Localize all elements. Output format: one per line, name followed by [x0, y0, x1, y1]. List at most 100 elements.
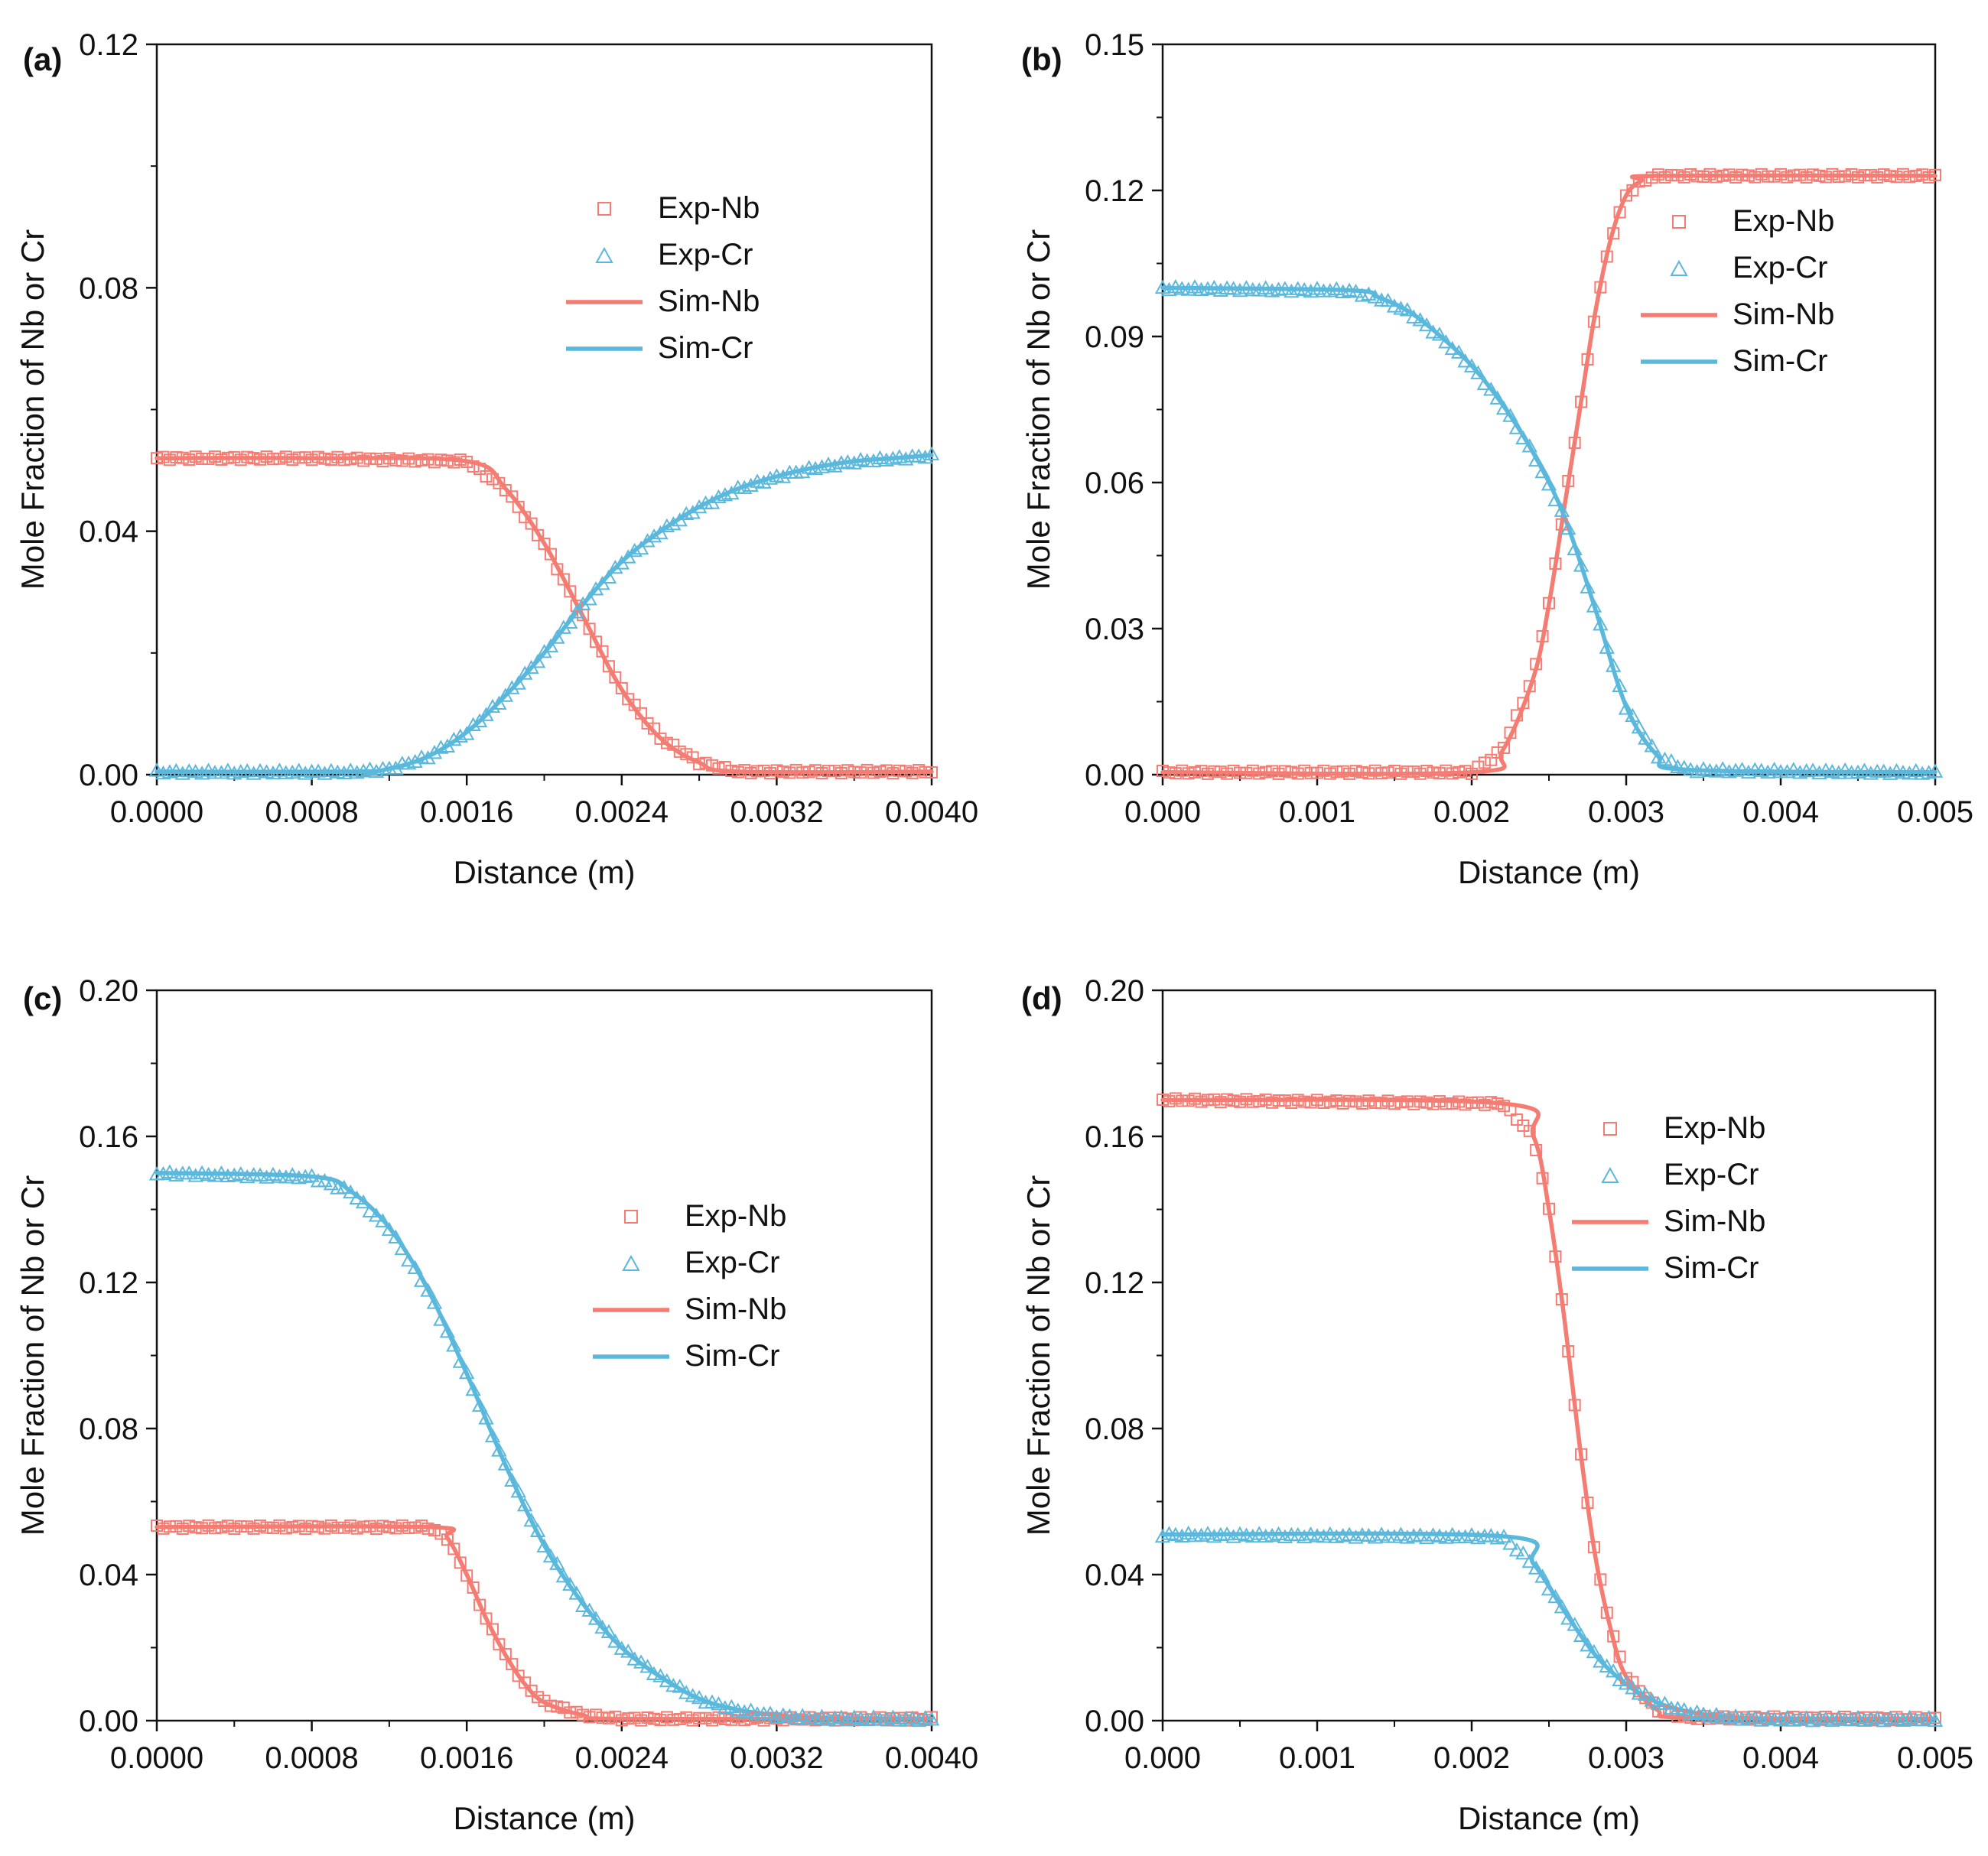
- exp-marker-cr: [1593, 1653, 1609, 1668]
- exp-marker-cr: [1895, 1712, 1912, 1728]
- y-axis-title: Mole Fraction of Nb or Cr: [1020, 1175, 1056, 1536]
- exp-marker-nb: [467, 1581, 480, 1594]
- exp-marker-nb: [673, 745, 686, 758]
- exp-marker-cr: [1303, 283, 1319, 298]
- legend-label: Sim-Cr: [1733, 344, 1827, 378]
- exp-marker-nb: [564, 585, 577, 598]
- exp-marker-cr: [1612, 678, 1628, 692]
- exp-marker-cr: [1638, 730, 1654, 745]
- exp-marker-nb: [570, 1705, 583, 1718]
- exp-marker-nb: [1163, 766, 1176, 779]
- exp-marker-nb: [635, 707, 648, 720]
- x-axis-title: Distance (m): [453, 1800, 635, 1836]
- exp-marker-nb: [551, 1700, 564, 1713]
- exp-marker-nb: [641, 1711, 654, 1724]
- exp-marker-nb: [1768, 170, 1781, 183]
- exp-marker-cr: [484, 1428, 501, 1443]
- exp-marker-cr: [1560, 1611, 1576, 1625]
- exp-marker-cr: [574, 596, 591, 610]
- exp-marker-cr: [1695, 761, 1712, 775]
- y-tick-label: 0.16: [1085, 1120, 1144, 1154]
- legend-label: Sim-Cr: [658, 331, 753, 365]
- exp-marker-nb: [247, 452, 260, 465]
- legend-label: Sim-Nb: [685, 1292, 786, 1326]
- exp-marker-cr: [1837, 762, 1853, 777]
- exp-marker-nb: [583, 622, 596, 635]
- exp-marker-nb: [1259, 1093, 1272, 1106]
- exp-marker-nb: [1762, 170, 1775, 183]
- y-tick-label: 0.12: [79, 28, 138, 62]
- exp-marker-cr: [1612, 1672, 1628, 1687]
- exp-marker-nb: [1427, 1097, 1440, 1110]
- exp-marker-cr: [1618, 700, 1635, 715]
- exp-marker-nb: [1607, 1630, 1620, 1643]
- exp-marker-nb: [861, 763, 874, 776]
- exp-marker-nb: [796, 766, 809, 779]
- exp-marker-cr: [239, 1169, 255, 1184]
- exp-marker-cr: [1225, 1529, 1241, 1543]
- exp-marker-nb: [1381, 766, 1394, 779]
- exp-marker-nb: [254, 453, 267, 466]
- exp-marker-nb: [447, 1542, 460, 1555]
- exp-marker-cr: [678, 1685, 695, 1699]
- exp-marker-nb: [1453, 765, 1466, 778]
- exp-marker-cr: [239, 763, 255, 778]
- exp-marker-cr: [1373, 1526, 1390, 1541]
- exp-marker-nb: [1201, 767, 1214, 780]
- exp-marker-cr: [233, 1165, 249, 1181]
- exp-marker-cr: [736, 479, 753, 494]
- x-tick-label: 0.002: [1433, 1741, 1510, 1775]
- exp-marker-cr: [1650, 749, 1667, 764]
- exp-marker-nb: [428, 1523, 441, 1536]
- exp-marker-cr: [1386, 298, 1403, 313]
- exp-marker-nb: [1504, 726, 1517, 739]
- exp-marker-cr: [581, 1602, 597, 1617]
- legend-marker-exp-cr: [1670, 259, 1688, 276]
- exp-marker-nb: [1208, 765, 1221, 778]
- exp-marker-nb: [1626, 184, 1639, 197]
- exp-marker-cr: [368, 763, 385, 778]
- exp-marker-nb: [151, 452, 163, 465]
- exp-marker-nb: [1394, 767, 1407, 780]
- exp-marker-nb: [1466, 1096, 1478, 1109]
- exp-marker-nb: [1355, 765, 1368, 778]
- exp-marker-nb: [1336, 765, 1349, 778]
- exp-marker-nb: [1543, 1202, 1555, 1215]
- y-axis-title: Mole Fraction of Nb or Cr: [15, 229, 50, 590]
- exp-marker-cr: [1734, 1711, 1750, 1726]
- exp-marker-cr: [1663, 752, 1680, 768]
- exp-marker-nb: [189, 1521, 202, 1534]
- exp-marker-nb: [1401, 765, 1414, 778]
- exp-marker-nb: [1871, 171, 1884, 184]
- exp-marker-nb: [919, 765, 932, 778]
- exp-marker-nb: [1459, 765, 1472, 778]
- x-tick-label: 0.003: [1588, 1741, 1664, 1775]
- exp-marker-nb: [1176, 764, 1189, 777]
- exp-marker-cr: [1225, 281, 1241, 295]
- exp-marker-cr: [827, 458, 843, 473]
- legend-label: Sim-Cr: [685, 1339, 779, 1373]
- exp-marker-cr: [646, 1666, 662, 1681]
- exp-marker-nb: [1472, 760, 1485, 773]
- exp-marker-nb: [628, 698, 641, 711]
- exp-marker-nb: [1375, 767, 1388, 780]
- exp-marker-nb: [789, 1713, 802, 1726]
- legend-label: Exp-Nb: [658, 191, 760, 225]
- exp-marker-nb: [1800, 171, 1813, 184]
- exp-marker-nb: [1677, 171, 1690, 184]
- exp-marker-cr: [1766, 762, 1782, 776]
- exp-marker-nb: [460, 1569, 473, 1582]
- exp-marker-cr: [1599, 639, 1615, 654]
- x-tick-label: 0.004: [1742, 1741, 1819, 1775]
- exp-marker-nb: [1478, 1098, 1491, 1111]
- sim-line-nb: [155, 1524, 934, 1721]
- legend: Exp-Nb Exp-Cr Sim-Nb Sim-Cr: [1572, 1111, 1765, 1285]
- exp-marker-nb: [480, 1612, 493, 1625]
- exp-marker-cr: [497, 687, 514, 702]
- exp-marker-cr: [1193, 1527, 1209, 1542]
- exp-marker-cr: [1560, 520, 1576, 535]
- exp-marker-nb: [1298, 764, 1311, 777]
- exp-marker-cr: [659, 518, 675, 533]
- exp-marker-cr: [478, 1410, 494, 1425]
- chart-panel-c: (c) 0.0000 0.0008 0.0016 0.0024 0.0032 0.0040 0…: [15, 974, 978, 1836]
